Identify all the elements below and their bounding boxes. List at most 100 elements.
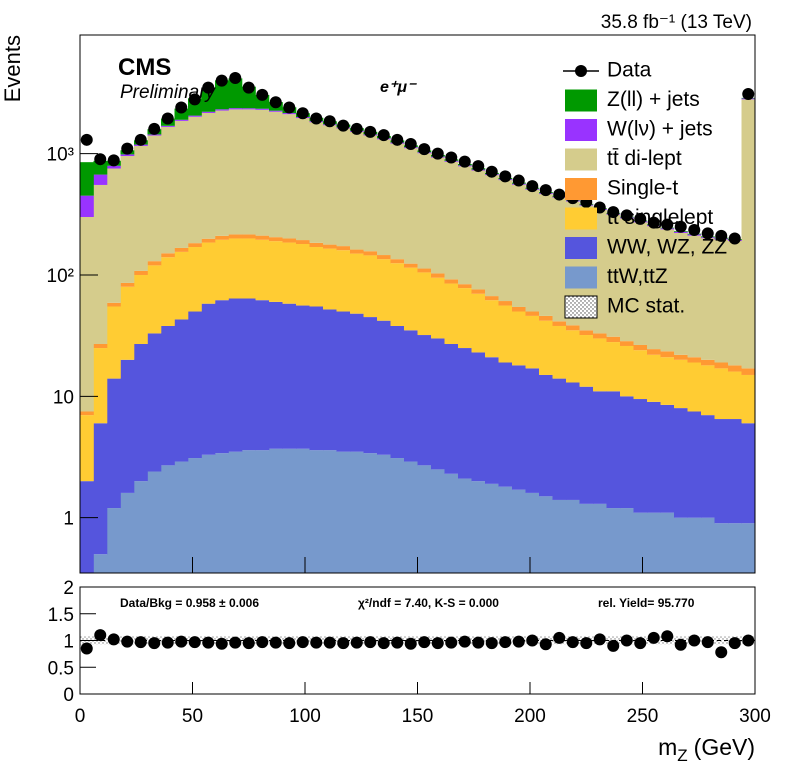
bar-segment <box>444 161 459 280</box>
legend-swatch <box>565 148 597 171</box>
ratio-point <box>580 637 593 650</box>
bar-segment <box>134 481 148 573</box>
bar-segment <box>593 503 607 573</box>
bar-segment <box>606 508 621 573</box>
bar-segment <box>660 229 675 352</box>
bar-segment <box>525 315 540 369</box>
ratio-point <box>688 634 701 647</box>
bar-segment <box>444 283 459 344</box>
ratio-point <box>350 636 363 649</box>
bar-segment <box>647 226 661 350</box>
bar-segment <box>255 450 270 573</box>
legend-swatch <box>565 266 597 289</box>
bar-segment <box>606 336 621 343</box>
bar-segment <box>147 265 162 334</box>
bar-segment <box>525 311 540 316</box>
bar-segment <box>269 241 283 302</box>
bar-segment <box>525 492 540 573</box>
ratio-point <box>607 639 620 652</box>
ratio-point <box>661 630 674 643</box>
data-point <box>404 138 417 151</box>
bar-segment <box>593 333 607 339</box>
bar-segment <box>687 362 702 412</box>
bar-segment <box>255 300 270 451</box>
bar-segment <box>242 109 256 235</box>
bar-segment <box>120 286 135 360</box>
bar-segment <box>417 268 432 273</box>
bar-segment <box>404 330 418 462</box>
bar-segment <box>633 512 648 573</box>
data-point <box>350 122 363 135</box>
data-point <box>526 180 539 193</box>
bar-segment <box>660 357 675 405</box>
bar-segment <box>269 301 283 449</box>
bar-segment <box>552 197 567 322</box>
data-point <box>418 143 431 156</box>
bar-segment <box>471 293 486 353</box>
bar-segment <box>471 289 486 294</box>
bar-segment <box>593 338 607 392</box>
data-point <box>661 218 674 231</box>
bar-segment <box>579 330 594 336</box>
legend-label: Z(ll) + jets <box>607 88 700 111</box>
data-point <box>229 72 242 85</box>
bar-segment <box>107 508 121 573</box>
bar-segment <box>296 118 310 241</box>
bar-segment <box>147 261 162 266</box>
bar-segment <box>566 499 580 573</box>
ratio-point <box>485 637 498 650</box>
ratio-point <box>80 642 93 655</box>
data-point <box>269 96 282 109</box>
bar-segment <box>282 448 297 573</box>
bar-segment <box>741 368 755 375</box>
legend-swatch <box>565 237 597 259</box>
bar-segment <box>512 311 526 366</box>
bar-segment <box>444 473 459 573</box>
bar-segment <box>363 255 378 318</box>
bar-segment <box>674 232 688 355</box>
bar-segment <box>309 242 324 248</box>
bar-segment <box>269 111 283 238</box>
bar-segment <box>93 423 108 555</box>
bar-segment <box>390 143 405 260</box>
bar-segment <box>269 448 283 573</box>
bar-segment <box>620 508 634 573</box>
bar-segment <box>161 126 175 254</box>
data-point <box>728 232 741 245</box>
bar-segment <box>188 243 202 248</box>
legend-label: tt singlelept <box>607 206 713 229</box>
bar-segment <box>363 453 378 573</box>
x-tick-label: 50 <box>182 706 203 727</box>
bar-segment <box>741 99 755 369</box>
bar-segment <box>377 139 391 256</box>
x-tick-label: 100 <box>289 706 321 727</box>
bar-segment <box>80 415 94 482</box>
bar-segment <box>174 319 189 462</box>
bar-segment <box>323 244 337 249</box>
bar-segment <box>498 301 513 306</box>
bar-segment <box>728 371 742 420</box>
bar-segment <box>660 404 675 513</box>
bar-segment <box>242 108 256 110</box>
bar-segment <box>296 448 310 573</box>
data-point <box>94 153 107 166</box>
bar-segment <box>80 411 94 416</box>
bar-segment <box>296 305 310 449</box>
bar-segment <box>174 119 189 121</box>
bar-segment <box>174 251 189 320</box>
ratio-point <box>161 636 174 649</box>
bar-segment <box>336 311 351 452</box>
ratio-point <box>445 636 458 649</box>
ratio-point <box>242 637 255 650</box>
bar-segment <box>323 450 337 573</box>
bar-segment <box>147 134 162 136</box>
bar-segment <box>161 253 175 258</box>
bar-segment <box>188 115 202 117</box>
ratio-point <box>431 637 444 650</box>
data-point <box>107 154 120 167</box>
data-point <box>701 227 714 240</box>
legend-swatch <box>565 207 597 230</box>
data-point <box>445 151 458 164</box>
bar-segment <box>174 247 189 252</box>
